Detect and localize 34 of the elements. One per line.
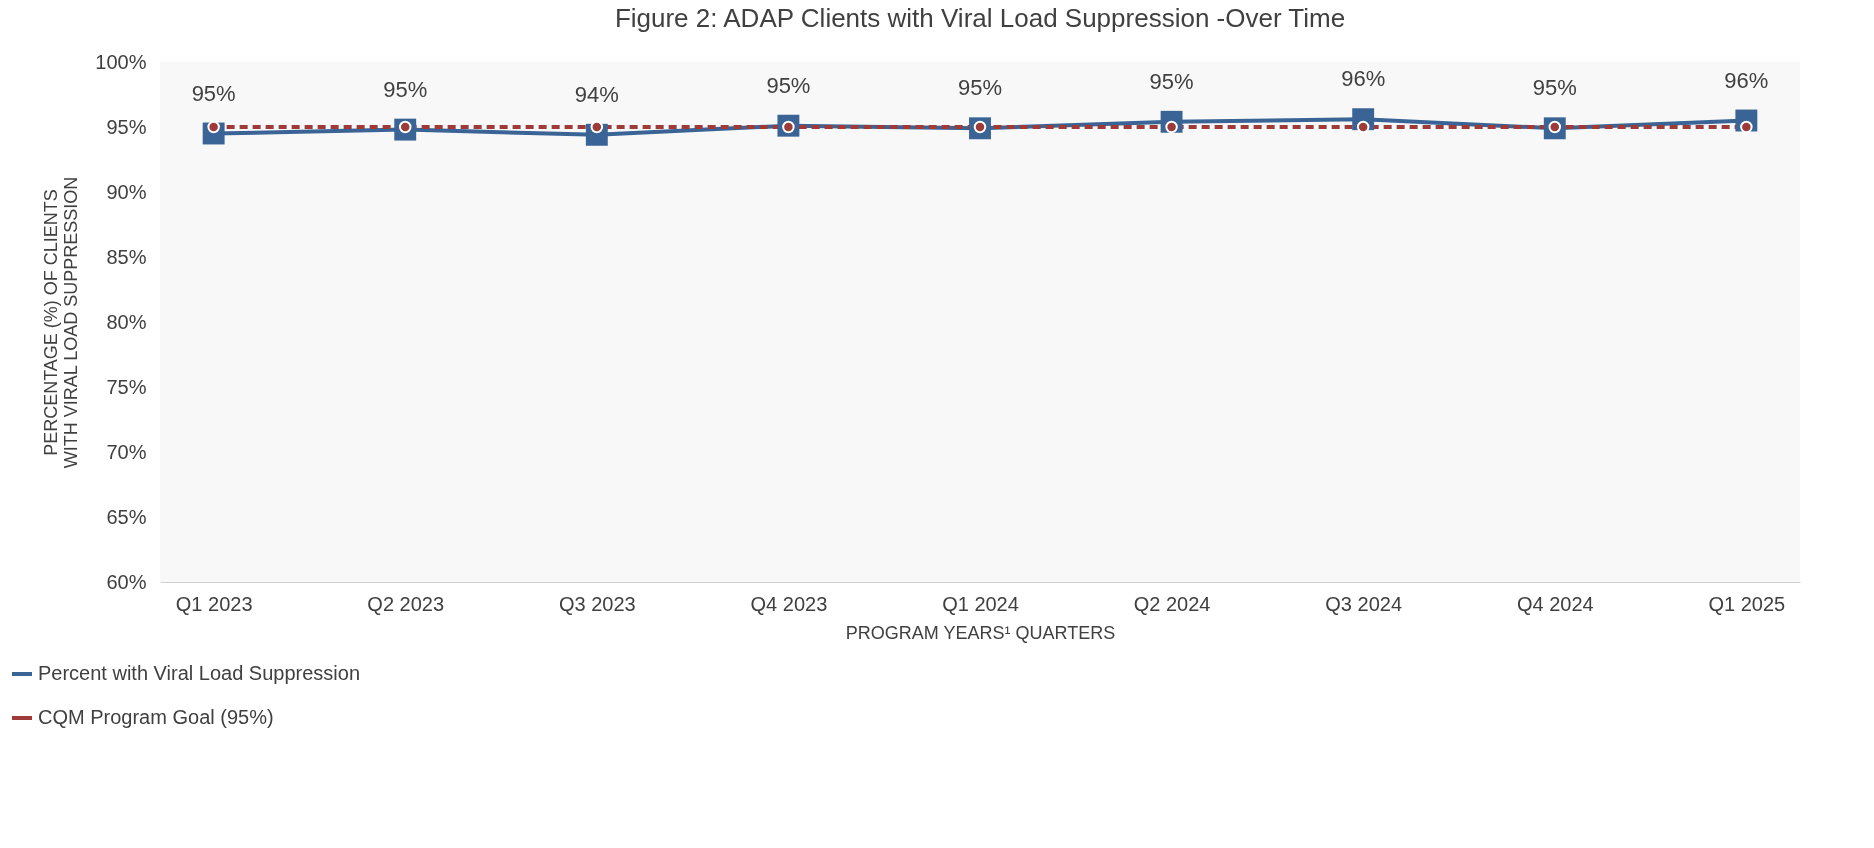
x-tick-label: Q1 2025 [1708,592,1786,615]
y-tick-label: 100% [95,50,147,73]
legend-label: Percent with Viral Load Suppression [38,662,361,684]
legend-label: CQM Program Goal (95%) [38,706,274,728]
data-label: 95% [957,75,1003,101]
data-label: 95% [766,72,811,98]
y-tick-label: 75% [106,375,147,398]
data-label: 95% [191,80,236,106]
y-tick-label: 80% [106,310,147,333]
y-tick-label: 70% [106,440,147,463]
y-tick-label: 85% [106,245,147,268]
data-label: 94% [574,81,619,107]
point [590,120,604,134]
data-label: 95% [383,76,428,102]
x-tick-label: Q3 2024 [1325,592,1403,615]
x-tick-label: Q2 2024 [1133,592,1211,615]
y-tick-label: 65% [106,505,147,528]
x-tick-label: Q4 2024 [1516,592,1594,615]
x-tick-label: Q1 2024 [942,592,1019,615]
y-axis-title: PERCENTAGE (%) OF CLIENTS WITH VIRAL LOAD SUPPRESSION [41,176,82,469]
x-tick-label: Q4 2023 [750,592,828,615]
point [1356,120,1370,134]
data-label: 96% [1341,66,1386,92]
x-axis-title: PROGRAM YEARS¹ QUARTERS [845,622,1116,643]
x-tick-label: Q3 2023 [558,592,636,615]
y-tick-label: 60% [106,570,147,593]
data-label: 95% [1149,68,1194,94]
data-label: 95% [1532,75,1577,101]
y-tick-label: 90% [106,180,147,203]
data-label: 96% [1724,67,1769,93]
x-tick-label: Q2 2023 [367,592,445,615]
x-tick-label: Q1 2023 [175,592,253,615]
chart-title: Figure 2: ADAP Clients with Viral Load Suppression -Over Time [614,3,1346,33]
y-tick-label: 95% [106,115,147,138]
